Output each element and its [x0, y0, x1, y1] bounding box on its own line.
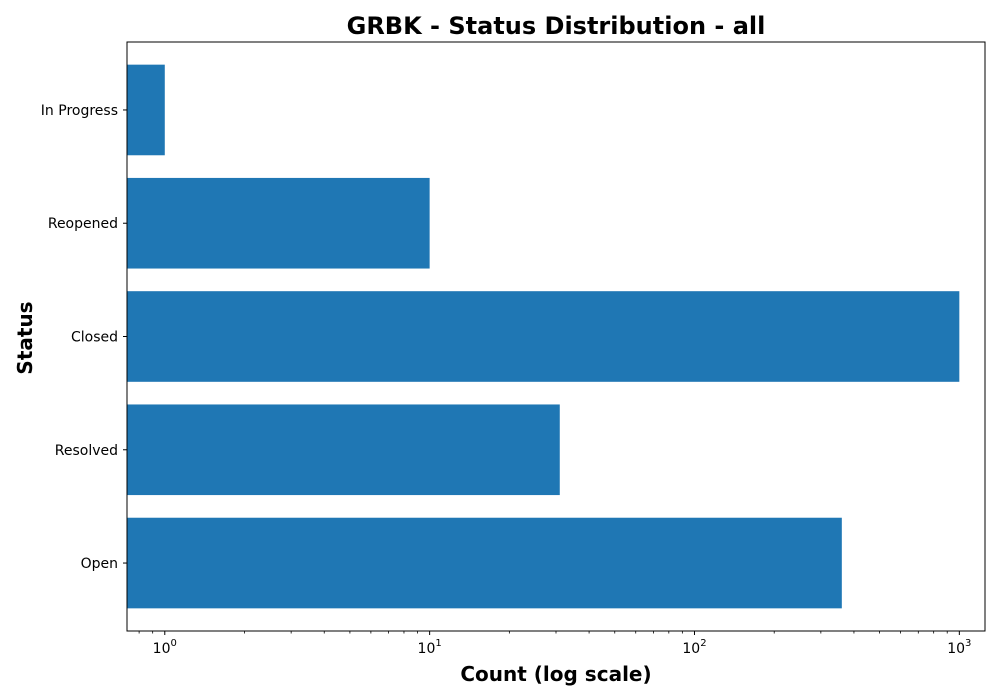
bar-closed — [127, 291, 960, 382]
bar-open — [127, 517, 842, 609]
y-tick-label-closed: Closed — [71, 330, 118, 346]
bar-reopened — [127, 177, 430, 269]
y-axis-label: Status — [13, 301, 37, 374]
x-tick-label: 100 — [153, 638, 177, 657]
bar-in-progress — [127, 64, 165, 156]
x-tick-label: 102 — [682, 638, 706, 657]
y-tick-label-reopened: Reopened — [48, 216, 118, 232]
x-tick-label: 101 — [418, 638, 442, 657]
y-tick-label-open: Open — [81, 556, 118, 572]
y-axis-ticks: Open Resolved Closed Reopened In Progress — [41, 103, 127, 572]
x-axis-ticks: 100 101 102 103 — [138, 631, 971, 657]
x-tick-label: 103 — [947, 638, 971, 657]
bar-resolved — [127, 404, 560, 496]
chart-title: GRBK - Status Distribution - all — [347, 12, 766, 40]
bars-group — [127, 64, 960, 609]
x-axis-label: Count (log scale) — [460, 662, 651, 686]
y-tick-label-resolved: Resolved — [55, 443, 118, 459]
y-tick-label-in-progress: In Progress — [41, 103, 118, 119]
